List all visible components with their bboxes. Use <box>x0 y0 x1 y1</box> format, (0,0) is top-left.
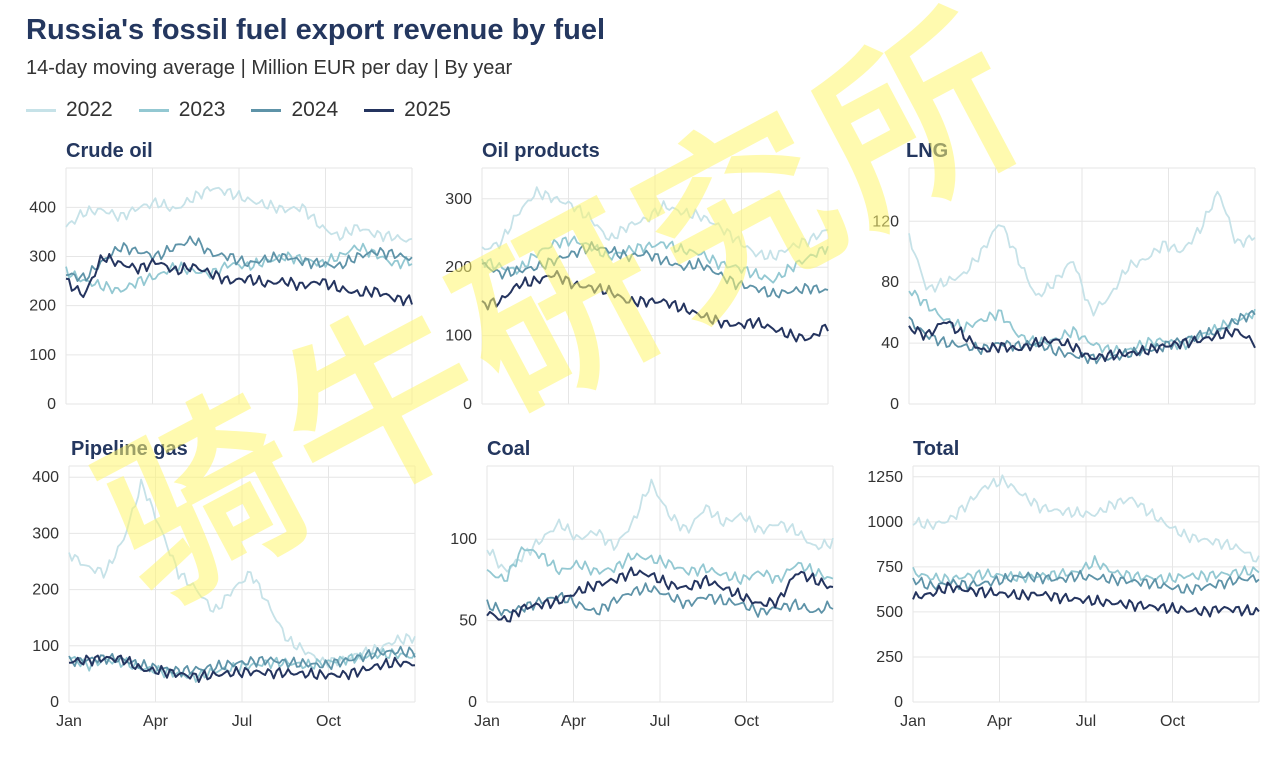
series-line-coal-2022 <box>486 478 834 573</box>
series-line-coal-2025 <box>486 566 834 623</box>
legend: 2022 2023 2024 2025 <box>26 98 451 122</box>
xtick-coal-jan: Jan <box>474 713 500 730</box>
xtick-total-jul: Jul <box>1076 713 1096 730</box>
ytick-oil-products-200: 200 <box>445 259 472 276</box>
panel-title-coal: Coal <box>487 438 530 460</box>
xtick-pipeline-gas-jan: Jan <box>56 713 82 730</box>
ytick-crude-oil-400: 400 <box>29 199 56 216</box>
xtick-total-oct: Oct <box>1160 713 1185 730</box>
ytick-lng-40: 40 <box>881 335 899 352</box>
xtick-pipeline-gas-oct: Oct <box>316 713 341 730</box>
panel-coal: Coal 0 50 100 Jan Apr Jul Oct <box>450 438 834 730</box>
legend-item-2024[interactable]: 2024 <box>251 98 338 122</box>
xtick-pipeline-gas-apr: Apr <box>143 713 169 730</box>
legend-item-2025[interactable]: 2025 <box>364 98 451 122</box>
xtick-coal-apr: Apr <box>561 713 587 730</box>
ytick-pipeline-gas-200: 200 <box>32 582 59 599</box>
chart-title: Russia's fossil fuel export revenue by f… <box>26 14 606 46</box>
series-line-lng-2022 <box>908 190 1256 317</box>
series-line-crude-oil-2024 <box>65 235 413 283</box>
series-line-lng-2023 <box>908 289 1256 357</box>
ytick-lng-80: 80 <box>881 274 899 291</box>
series-line-crude-oil-2023 <box>65 242 413 295</box>
legend-label-2023: 2023 <box>178 98 226 121</box>
xtick-total-jan: Jan <box>900 713 926 730</box>
panel-title-lng: LNG <box>906 140 948 162</box>
ytick-oil-products-0: 0 <box>463 396 472 413</box>
ytick-pipeline-gas-0: 0 <box>50 694 59 711</box>
ytick-total-250: 250 <box>876 649 903 666</box>
series-line-crude-oil-2025 <box>65 253 413 307</box>
legend-swatch-2025 <box>364 108 395 112</box>
series-line-oil-products-2024 <box>481 241 829 299</box>
chart-subtitle: 14-day moving average | Million EUR per … <box>26 57 513 79</box>
series-line-lng-2025 <box>908 320 1256 363</box>
legend-label-2025: 2025 <box>404 98 451 121</box>
legend-swatch-2023 <box>138 108 169 112</box>
legend-item-2022[interactable]: 2022 <box>26 98 113 122</box>
ytick-total-1000: 1000 <box>867 514 903 531</box>
ytick-total-0: 0 <box>894 694 903 711</box>
series-line-total-2023 <box>912 555 1260 586</box>
series-line-lng-2024 <box>908 309 1256 365</box>
ytick-coal-100: 100 <box>450 531 477 548</box>
ytick-crude-oil-0: 0 <box>47 396 56 413</box>
ytick-total-500: 500 <box>876 604 903 621</box>
panel-title-oil-products: Oil products <box>482 140 600 162</box>
series-line-coal-2023 <box>486 546 834 585</box>
series-line-total-2024 <box>912 569 1260 595</box>
panel-crude-oil: Crude oil 0 100 200 300 400 <box>29 140 413 413</box>
ytick-pipeline-gas-100: 100 <box>32 638 59 655</box>
ytick-crude-oil-200: 200 <box>29 298 56 315</box>
series-line-pipeline-gas-2025 <box>68 654 416 683</box>
legend-label-2022: 2022 <box>66 98 113 121</box>
ytick-coal-50: 50 <box>459 613 477 630</box>
series-line-pipeline-gas-2023 <box>68 648 416 683</box>
xtick-pipeline-gas-jul: Jul <box>232 713 252 730</box>
xtick-coal-oct: Oct <box>734 713 759 730</box>
series-line-pipeline-gas-2022 <box>68 478 416 669</box>
legend-swatch-2024 <box>251 108 282 112</box>
series-line-crude-oil-2022 <box>65 185 413 243</box>
series-line-oil-products-2022 <box>481 186 829 261</box>
legend-item-2023[interactable]: 2023 <box>138 98 226 122</box>
series-line-total-2022 <box>912 474 1260 563</box>
ytick-lng-0: 0 <box>890 396 899 413</box>
series-line-oil-products-2023 <box>481 235 829 284</box>
ytick-pipeline-gas-300: 300 <box>32 525 59 542</box>
ytick-oil-products-100: 100 <box>445 328 472 345</box>
panel-lng: LNG 0 40 80 120 <box>872 140 1256 413</box>
panel-title-crude-oil: Crude oil <box>66 140 153 162</box>
legend-swatch-2022 <box>26 108 56 112</box>
ytick-crude-oil-300: 300 <box>29 249 56 266</box>
ytick-oil-products-300: 300 <box>445 191 472 208</box>
series-line-total-2025 <box>912 581 1260 618</box>
ytick-lng-120: 120 <box>872 213 899 230</box>
ytick-coal-0: 0 <box>468 694 477 711</box>
legend-label-2024: 2024 <box>291 98 339 121</box>
series-line-oil-products-2025 <box>481 270 829 343</box>
panel-title-total: Total <box>913 438 959 460</box>
ytick-total-750: 750 <box>876 559 903 576</box>
ytick-crude-oil-100: 100 <box>29 347 56 364</box>
ytick-total-1250: 1250 <box>867 469 903 486</box>
panel-total: Total 0 250 500 750 1000 1250 Jan Apr Jul Oct <box>867 438 1260 730</box>
xtick-coal-jul: Jul <box>650 713 670 730</box>
panel-oil-products: Oil products 0 100 200 300 <box>445 140 829 413</box>
panel-pipeline-gas: Pipeline gas 0 100 200 300 400 Jan Apr Jul Oct <box>32 438 416 730</box>
xtick-total-apr: Apr <box>987 713 1013 730</box>
panel-title-pipeline-gas: Pipeline gas <box>71 438 188 460</box>
ytick-pipeline-gas-400: 400 <box>32 469 59 486</box>
